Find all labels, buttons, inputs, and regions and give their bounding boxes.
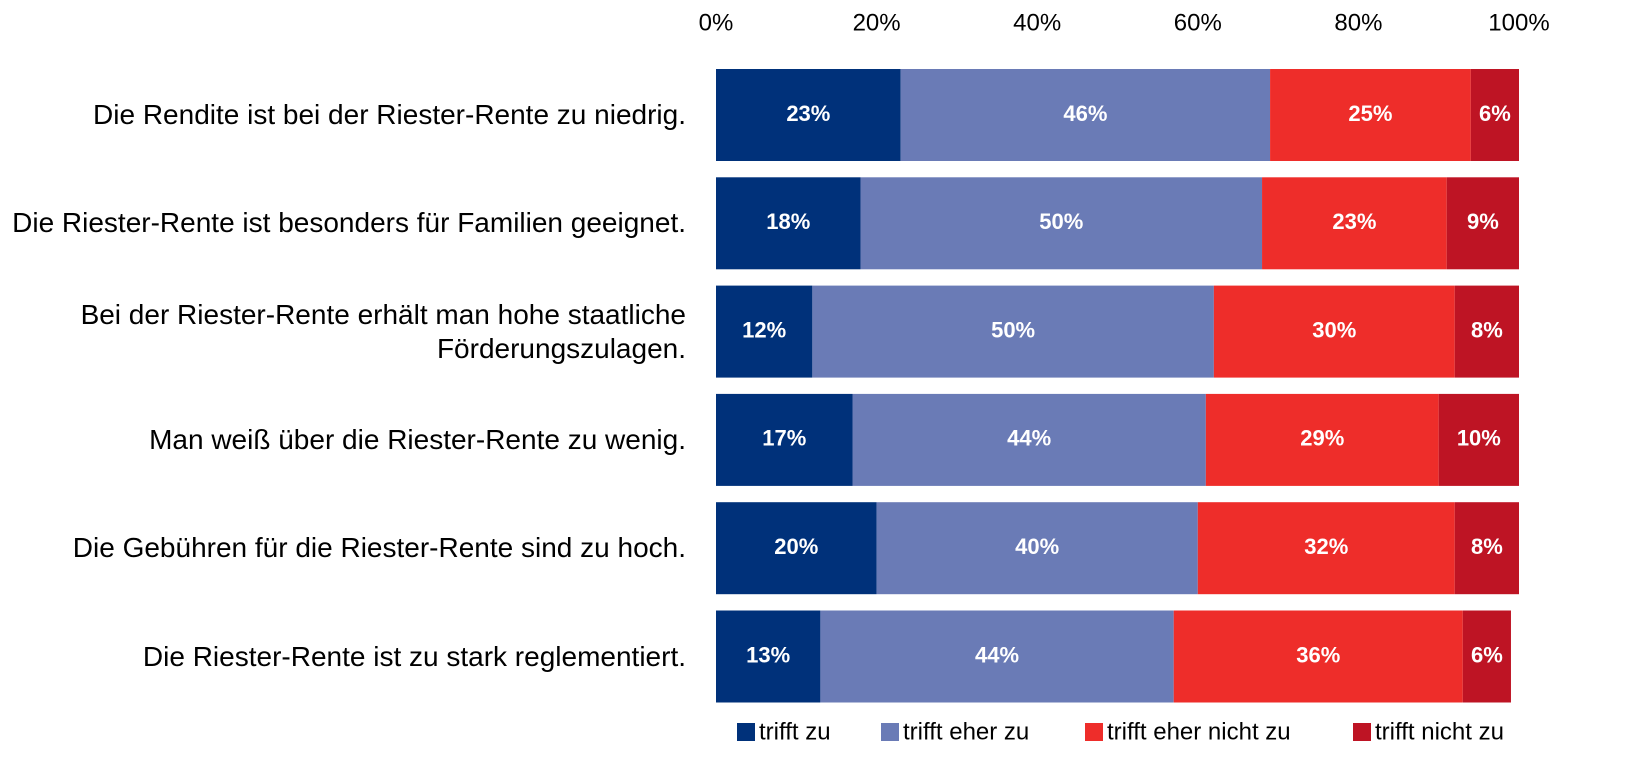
value-label: 12% — [742, 317, 786, 342]
value-label: 46% — [1063, 101, 1107, 126]
value-label: 8% — [1471, 317, 1503, 342]
legend-swatch — [737, 723, 755, 741]
category-label: Bei der Riester-Rente erhält man hohe st… — [80, 298, 686, 364]
value-label: 9% — [1467, 209, 1499, 234]
bar-segment — [900, 69, 1271, 161]
value-label: 30% — [1312, 317, 1356, 342]
bar-segment — [820, 610, 1174, 703]
bar-segment — [716, 610, 821, 703]
bar-segment — [1446, 177, 1519, 270]
x-tick-label: 20% — [853, 9, 901, 36]
value-label: 32% — [1304, 534, 1348, 559]
bar-segment — [1173, 610, 1463, 703]
value-label: 44% — [975, 642, 1019, 667]
bar-segment — [1462, 610, 1511, 703]
category-label: Die Riester-Rente ist zu stark reglement… — [142, 640, 686, 672]
value-label: 23% — [1332, 209, 1376, 234]
x-tick-label: 100% — [1488, 9, 1549, 36]
bar-segment — [1454, 502, 1519, 595]
value-label: 25% — [1348, 101, 1392, 126]
bar-segment — [1213, 285, 1455, 378]
bar-segment — [716, 393, 853, 486]
legend-label: trifft nicht zu — [1375, 718, 1504, 745]
x-tick-label: 0% — [699, 9, 734, 36]
x-tick-label: 60% — [1174, 9, 1222, 36]
value-label: 50% — [1039, 209, 1083, 234]
value-label: 8% — [1471, 534, 1503, 559]
bar-segment — [1438, 393, 1519, 486]
value-label: 6% — [1471, 642, 1503, 667]
value-label: 50% — [991, 317, 1035, 342]
value-label: 10% — [1457, 426, 1501, 451]
bar-segment — [1470, 69, 1519, 161]
legend-swatch — [1353, 723, 1371, 741]
bar-segment — [852, 393, 1206, 486]
value-label: 20% — [774, 534, 818, 559]
bar-segment — [1205, 393, 1439, 486]
x-tick-label: 40% — [1013, 9, 1061, 36]
legend-label: trifft eher zu — [903, 718, 1029, 745]
value-label: 17% — [762, 426, 806, 451]
bar-segment — [1197, 502, 1455, 595]
value-label: 18% — [766, 209, 810, 234]
value-label: 6% — [1479, 101, 1511, 126]
legend-label: trifft zu — [759, 718, 831, 745]
bar-segment — [716, 69, 901, 161]
value-label: 23% — [786, 101, 830, 126]
legend-swatch — [1085, 723, 1103, 741]
bar-segment — [876, 502, 1198, 595]
category-label: Die Riester-Rente ist besonders für Fami… — [12, 207, 686, 239]
bar-segment — [860, 177, 1263, 270]
value-label: 40% — [1015, 534, 1059, 559]
category-label: Die Rendite ist bei der Riester-Rente zu… — [93, 99, 686, 130]
bar-segment — [1454, 285, 1519, 378]
bar-segment — [716, 285, 813, 378]
x-tick-label: 80% — [1334, 9, 1382, 36]
bar-segment — [716, 502, 877, 595]
bar-segment — [716, 177, 861, 270]
value-label: 29% — [1300, 426, 1344, 451]
bar-segment — [1270, 69, 1471, 161]
bar-segment — [812, 285, 1214, 378]
legend-swatch — [881, 723, 899, 741]
bar-segment — [1262, 177, 1447, 270]
value-label: 44% — [1007, 426, 1051, 451]
category-label: Die Gebühren für die Riester-Rente sind … — [72, 532, 686, 564]
value-label: 13% — [746, 642, 790, 667]
category-label: Man weiß über die Riester-Rente zu wenig… — [149, 423, 686, 455]
legend-label: trifft eher nicht zu — [1107, 718, 1291, 745]
value-label: 36% — [1296, 642, 1340, 667]
